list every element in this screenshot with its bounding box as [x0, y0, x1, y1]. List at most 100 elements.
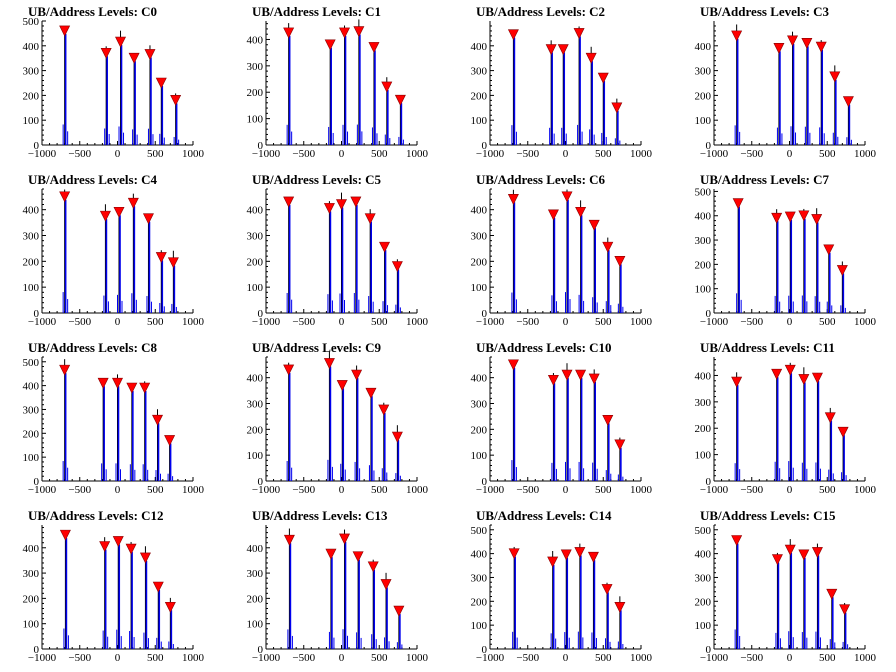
x-tick-label: 0 — [787, 316, 793, 328]
peak-marker — [139, 552, 151, 564]
y-tick-label: 400 — [23, 41, 40, 53]
peak-marker — [811, 372, 823, 384]
x-tick-label: 500 — [371, 484, 388, 496]
x-tick-label: −1000 — [476, 316, 505, 328]
y-tick-label: 100 — [23, 115, 40, 127]
x-tick-label: 1000 — [630, 652, 653, 664]
x-tick-label: 1000 — [406, 484, 429, 496]
x-tick-label: −500 — [68, 484, 91, 496]
x-tick-label: 500 — [147, 652, 164, 664]
x-tick-label: 500 — [147, 148, 164, 160]
peak-marker — [547, 209, 559, 221]
x-tick-label: −500 — [292, 148, 315, 160]
histogram-plot: 0 100 200 300 400 −1000 −500 0 500 1000 — [23, 188, 205, 328]
x-tick-label: 1000 — [854, 652, 877, 664]
peak-marker — [587, 551, 599, 563]
peak-marker — [391, 431, 403, 443]
y-tick-label: 100 — [695, 620, 712, 632]
peak-marker — [811, 547, 823, 559]
y-tick-label: 400 — [23, 205, 40, 217]
peak-marker — [351, 369, 363, 381]
chart-panel: UB/Address Levels: C6 0 100 200 300 400 −1000−… — [448, 168, 672, 336]
peak-marker — [508, 548, 520, 560]
y-tick-label: 100 — [247, 450, 264, 462]
y-tick-label: 300 — [247, 399, 264, 411]
peak-marker — [325, 548, 337, 560]
y-tick-label: 200 — [471, 424, 488, 436]
peak-marker — [842, 96, 854, 108]
peak-marker — [798, 374, 810, 386]
peak-marker — [283, 196, 295, 208]
peak-marker — [353, 26, 365, 38]
chart-title: UB/Address Levels: C9 — [252, 340, 382, 355]
peak-marker — [811, 214, 823, 226]
y-tick-label: 300 — [695, 572, 712, 584]
histogram-plot: 0 100 200 300 400 −1000 −500 0 500 1000 — [247, 351, 429, 496]
y-tick-label: 200 — [247, 593, 264, 605]
peak-marker — [380, 579, 392, 591]
histogram-plot: 0 100 200 300 400 −1000 −500 0 500 1000 — [247, 19, 429, 160]
x-tick-label: −1000 — [700, 148, 729, 160]
x-tick-label: −1000 — [700, 484, 729, 496]
y-tick-label: 300 — [23, 231, 40, 243]
x-tick-label: 0 — [115, 148, 121, 160]
peak-marker — [602, 241, 614, 253]
peak-marker — [336, 199, 347, 211]
peak-marker — [771, 212, 783, 224]
chart-panel: UB/Address Levels: C2 0 100 200 300 400 −1000−… — [448, 0, 672, 168]
x-tick-label: −1000 — [700, 652, 729, 664]
peak-marker — [394, 94, 406, 106]
y-tick-label: 500 — [23, 357, 40, 369]
peak-marker — [144, 49, 156, 61]
y-tick-label: 400 — [247, 205, 264, 217]
y-tick-label: 400 — [471, 373, 488, 385]
peak-marker — [59, 529, 71, 541]
y-tick-label: 0 — [482, 308, 488, 320]
y-tick-label: 0 — [34, 644, 40, 656]
x-tick-label: −1000 — [476, 652, 505, 664]
peak-marker — [381, 81, 393, 93]
x-tick-label: 0 — [339, 316, 345, 328]
peak-marker — [352, 551, 364, 563]
x-tick-label: −500 — [516, 484, 539, 496]
y-tick-label: 100 — [471, 620, 488, 632]
x-tick-label: 0 — [339, 652, 345, 664]
x-tick-label: −1000 — [252, 316, 281, 328]
y-tick-label: 200 — [23, 256, 40, 268]
peak-marker — [97, 377, 109, 389]
peak-marker — [798, 210, 810, 222]
x-tick-label: 0 — [115, 316, 121, 328]
y-tick-label: 300 — [23, 568, 40, 580]
chart-panel: UB/Address Levels: C0 0 100 200 300 400 500 −10… — [0, 0, 224, 168]
peak-marker — [350, 196, 362, 208]
peak-marker — [167, 257, 179, 269]
y-tick-label: 500 — [695, 525, 712, 537]
x-tick-label: −500 — [68, 316, 91, 328]
histogram-plot: 0 100 200 300 400 −1000 −500 0 500 1000 — [471, 21, 653, 160]
y-tick-label: 0 — [258, 644, 264, 656]
peak-marker — [784, 211, 796, 223]
peak-marker — [139, 382, 151, 394]
y-tick-label: 200 — [23, 90, 40, 102]
chart-panel: UB/Address Levels: C12 0 100 200 300 400 −1000… — [0, 504, 224, 672]
peak-marker — [560, 549, 572, 561]
y-tick-label: 0 — [706, 644, 712, 656]
peak-marker — [585, 52, 597, 64]
x-tick-label: 0 — [339, 148, 345, 160]
peak-marker — [59, 364, 71, 376]
peak-marker — [113, 206, 125, 218]
peak-marker — [507, 194, 519, 206]
y-tick-label: 200 — [695, 596, 712, 608]
peak-marker — [601, 584, 613, 596]
chart-title: UB/Address Levels: C1 — [252, 4, 382, 19]
peak-marker — [731, 376, 743, 388]
peak-marker — [801, 38, 813, 49]
chart-title: UB/Address Levels: C0 — [28, 4, 158, 19]
peak-marker — [152, 581, 164, 593]
chart-title: UB/Address Levels: C12 — [28, 508, 164, 523]
peak-marker — [771, 554, 783, 566]
x-tick-label: 1000 — [630, 148, 653, 160]
peak-marker — [839, 604, 851, 616]
peak-marker — [837, 426, 849, 438]
peak-marker — [573, 28, 585, 40]
